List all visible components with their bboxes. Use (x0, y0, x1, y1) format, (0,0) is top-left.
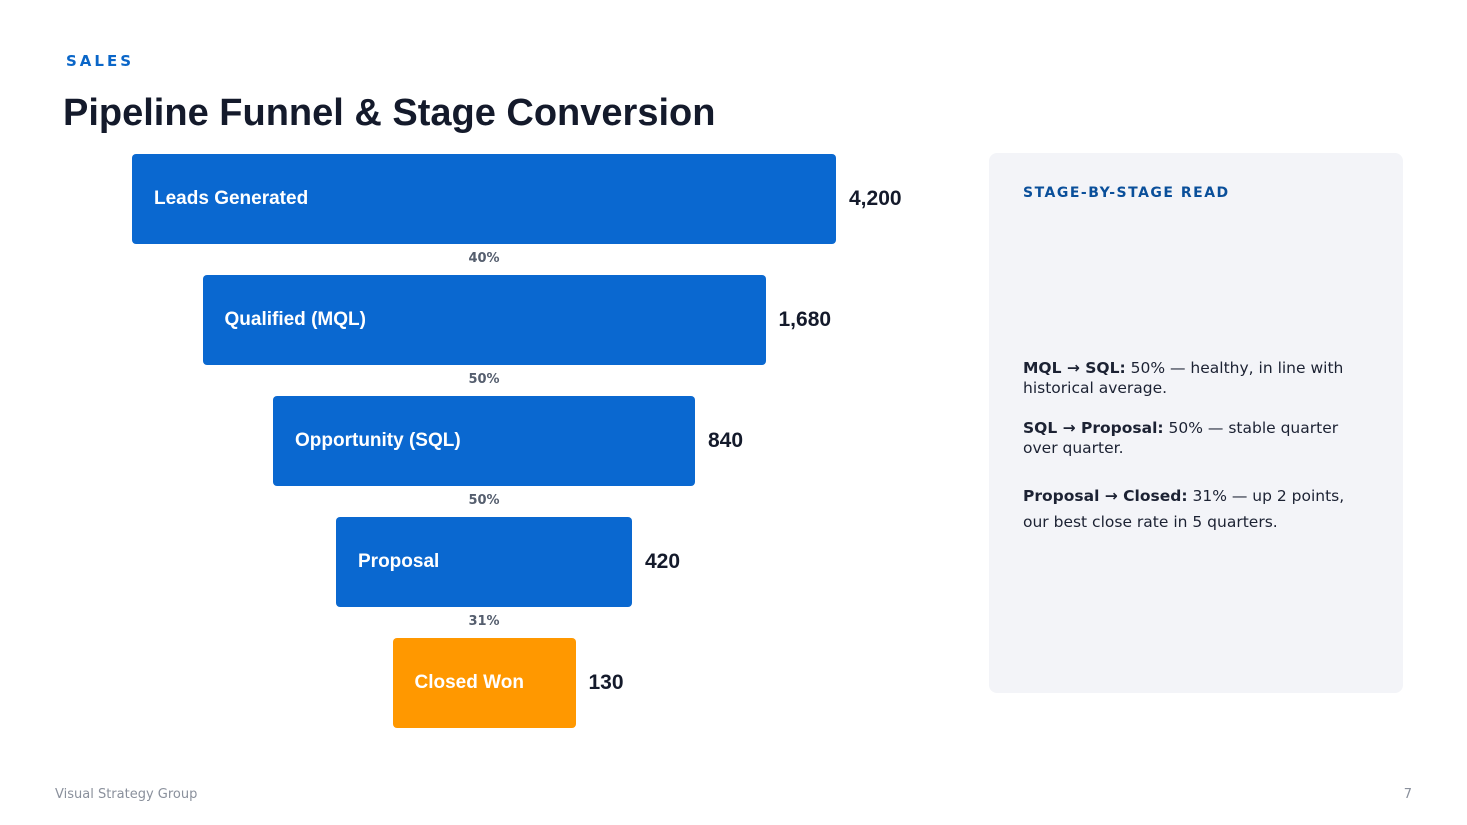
conversion-rate-label: 31% (468, 614, 500, 629)
conversion-rate-label: 40% (468, 251, 500, 266)
funnel-value-label: 1,680 (778, 308, 832, 331)
funnel-value-label: 130 (588, 671, 624, 694)
funnel-bar-label: Qualified (MQL) (224, 309, 366, 330)
footer-company: Visual Strategy Group (55, 787, 198, 802)
funnel-bar: Closed Won (392, 638, 576, 728)
funnel-bar-label: Opportunity (SQL) (295, 430, 461, 451)
funnel-bar: Qualified (MQL) (202, 275, 766, 365)
funnel-bar-label: Closed Won (414, 672, 524, 693)
note-text: 31% — up 2 points, our best close rate i… (1023, 487, 1345, 531)
note-label: SQL → Proposal: (1023, 419, 1164, 437)
funnel-chart: Leads Generated 4,200 40% Qualified (MQL) 1,… (132, 154, 902, 728)
note-text: 50% — healthy, in line with historical a… (1023, 359, 1344, 397)
note-text: 50% — stable quarter over quarter. (1023, 419, 1339, 457)
funnel-value-label: 840 (708, 429, 744, 452)
note-mql-sql: MQL → SQL: 50% — healthy, in line with h… (1023, 358, 1373, 398)
funnel-value-label: 420 (645, 550, 681, 573)
insight-panel: STAGE-BY-STAGE READ MQL → SQL: 50% — hea… (989, 153, 1403, 693)
funnel-bar: Proposal (336, 517, 632, 607)
section-eyebrow: SALES (66, 52, 135, 70)
conversion-rate-label: 50% (468, 493, 500, 508)
funnel-bar: Leads Generated (132, 154, 836, 244)
page-title: Pipeline Funnel & Stage Conversion (63, 92, 716, 134)
note-label: Proposal → Closed: (1023, 487, 1188, 505)
panel-heading: STAGE-BY-STAGE READ (1023, 185, 1230, 201)
note-proposal-closed: Proposal → Closed: 31% — up 2 points, ou… (1023, 483, 1373, 535)
funnel-bar: Opportunity (SQL) (273, 396, 695, 486)
note-label: MQL → SQL: (1023, 359, 1126, 377)
note-sql-proposal: SQL → Proposal: 50% — stable quarter ove… (1023, 418, 1373, 458)
conversion-rate-label: 50% (468, 372, 500, 387)
funnel-bar-label: Leads Generated (154, 188, 309, 209)
page-number: 7 (1403, 787, 1412, 802)
funnel-value-label: 4,200 (849, 187, 902, 210)
funnel-bar-label: Proposal (358, 551, 440, 572)
